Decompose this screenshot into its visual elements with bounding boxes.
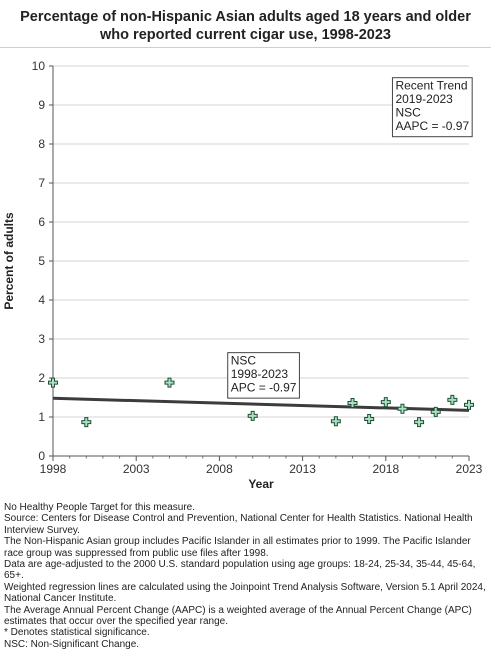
y-tick-label: 8 bbox=[38, 137, 45, 151]
footnote-line: Weighted regression lines are calculated… bbox=[4, 581, 486, 605]
y-tick-labels: 0 1 2 3 4 5 6 7 8 9 10 bbox=[32, 59, 46, 463]
footnote-line: Source: Centers for Disease Control and … bbox=[4, 513, 473, 536]
annotation-frame bbox=[391, 77, 473, 138]
data-point bbox=[397, 403, 408, 414]
footnote-line: The Average Annual Percent Change (AAPC)… bbox=[4, 604, 472, 628]
x-tick-label: 2013 bbox=[289, 462, 316, 476]
annotation-text: NSC bbox=[231, 354, 257, 368]
y-tick-label: 7 bbox=[38, 176, 45, 190]
annotation-text: 2019-2023 bbox=[395, 92, 453, 106]
y-tick-label: 10 bbox=[32, 59, 46, 73]
data-point bbox=[430, 406, 441, 417]
data-point bbox=[447, 394, 458, 405]
data-point bbox=[347, 397, 358, 408]
footnotes: No Healthy People Target for this measur… bbox=[4, 502, 486, 650]
y-tick-label: 1 bbox=[38, 410, 45, 424]
data-point bbox=[380, 397, 391, 408]
footnote-line: * Denotes statistical significance. bbox=[4, 627, 150, 639]
y-tick-label: 5 bbox=[38, 254, 45, 268]
footnote-line: The Non-Hispanic Asian group includes Pa… bbox=[4, 536, 471, 559]
x-tick-label: 2018 bbox=[372, 462, 399, 476]
annotation-text: NSC bbox=[395, 106, 421, 120]
annotation-frame bbox=[227, 352, 300, 399]
y-tick-label: 4 bbox=[38, 293, 45, 307]
footnote-line: No Healthy People Target for this measur… bbox=[4, 502, 196, 513]
data-point bbox=[247, 410, 258, 421]
chart: 1998 2003 2008 2013 2018 2023 0 1 2 3 4 5 6 7 8 9 10 NS… bbox=[2, 59, 483, 491]
title-divider bbox=[0, 47, 491, 48]
y-tick-label: 0 bbox=[38, 449, 45, 463]
x-tick-label: 1998 bbox=[40, 462, 67, 476]
data-point bbox=[330, 416, 341, 427]
data-point bbox=[364, 413, 375, 424]
data-point bbox=[81, 417, 92, 428]
data-point bbox=[48, 377, 58, 388]
x-axis-title: Year bbox=[248, 477, 274, 491]
x-tick-label: 2023 bbox=[456, 462, 483, 476]
y-tick-label: 2 bbox=[38, 371, 45, 385]
data-point bbox=[414, 417, 425, 428]
data-point bbox=[464, 399, 474, 410]
y-tick-label: 6 bbox=[38, 215, 45, 229]
x-tick-label: 2008 bbox=[206, 462, 233, 476]
annotation-text: AAPC = -0.97 bbox=[395, 119, 469, 133]
footnote-line: Data are age-adjusted to the 2000 U.S. s… bbox=[4, 559, 476, 582]
axes bbox=[49, 65, 470, 461]
footnote-line: NSC: Non-Significant Change. bbox=[4, 638, 140, 650]
y-axis-title: Percent of adults bbox=[2, 212, 16, 310]
y-tick-label: 9 bbox=[38, 98, 45, 112]
x-tick-label: 2003 bbox=[123, 462, 150, 476]
data-point bbox=[164, 377, 175, 388]
y-tick-label: 3 bbox=[38, 332, 45, 346]
annotation-text: APC = -0.97 bbox=[231, 381, 297, 395]
annotation-text: Recent Trend bbox=[395, 79, 467, 93]
annotation-text: 1998-2023 bbox=[231, 367, 289, 381]
x-tick-labels: 1998 2003 2008 2013 2018 2023 bbox=[40, 462, 483, 476]
data-points bbox=[48, 377, 474, 428]
chart-title: Percentage of non-Hispanic Asian adults … bbox=[20, 9, 471, 43]
